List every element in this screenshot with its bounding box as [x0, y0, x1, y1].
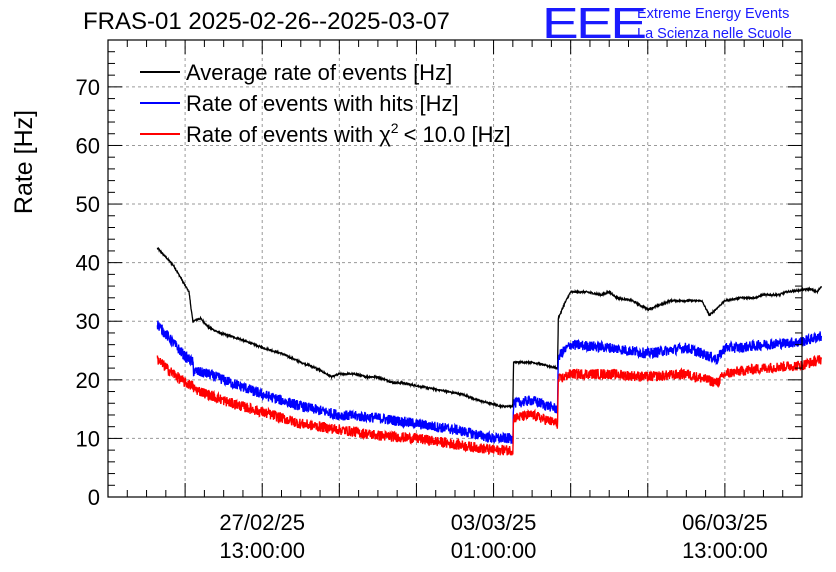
- series-group: [156, 246, 822, 456]
- xtick-time-2: 13:00:00: [682, 538, 768, 563]
- xtick-date-1: 03/03/25: [451, 510, 537, 535]
- legend-chi2-symbol: χ: [379, 122, 391, 147]
- legend-label-avg: Average rate of events [Hz]: [186, 60, 452, 85]
- ytick-label-0: 0: [88, 485, 100, 510]
- ytick-label-40: 40: [76, 251, 100, 276]
- legend-chi2-suffix: < 10.0 [Hz]: [404, 122, 511, 147]
- xtick-date-2: 06/03/25: [682, 510, 768, 535]
- logo-line-1: Extreme Energy Events: [637, 6, 790, 22]
- y-tick-labels: 0 10 20 30 40 50 60 70: [76, 75, 100, 510]
- legend-label-chi2: Rate of events with χ2 < 10.0 [Hz]: [186, 120, 511, 147]
- series-line-1: [156, 320, 822, 445]
- ytick-label-10: 10: [76, 426, 100, 451]
- xtick-time-0: 13:00:00: [219, 538, 305, 563]
- xtick-date-0: 27/02/25: [219, 510, 305, 535]
- legend-chi2-prefix: Rate of events with: [186, 122, 373, 147]
- legend: Average rate of events [Hz] Rate of even…: [140, 60, 511, 147]
- legend-chi2-exponent: 2: [391, 120, 399, 136]
- ytick-label-70: 70: [76, 75, 100, 100]
- ytick-label-50: 50: [76, 192, 100, 217]
- series-line-0: [156, 246, 822, 410]
- ytick-label-60: 60: [76, 133, 100, 158]
- axis-ticks: [108, 39, 802, 498]
- logo-line-2: La Scienza nelle Scuole: [637, 26, 792, 42]
- series-line-2: [156, 354, 822, 456]
- x-tick-labels: 27/02/25 13:00:00 03/03/25 01:00:00 06/03/25…: [219, 510, 767, 563]
- ytick-label-20: 20: [76, 368, 100, 393]
- y-axis-label: Rate [Hz]: [10, 110, 38, 214]
- legend-label-hits: Rate of events with hits [Hz]: [186, 91, 459, 116]
- chart-title: FRAS-01 2025-02-26--2025-03-07: [83, 8, 450, 35]
- eee-logo: EEE: [542, 0, 647, 48]
- xtick-time-1: 01:00:00: [451, 538, 537, 563]
- logo-caption: Extreme Energy Events La Scienza nelle S…: [637, 4, 792, 44]
- ytick-label-30: 30: [76, 309, 100, 334]
